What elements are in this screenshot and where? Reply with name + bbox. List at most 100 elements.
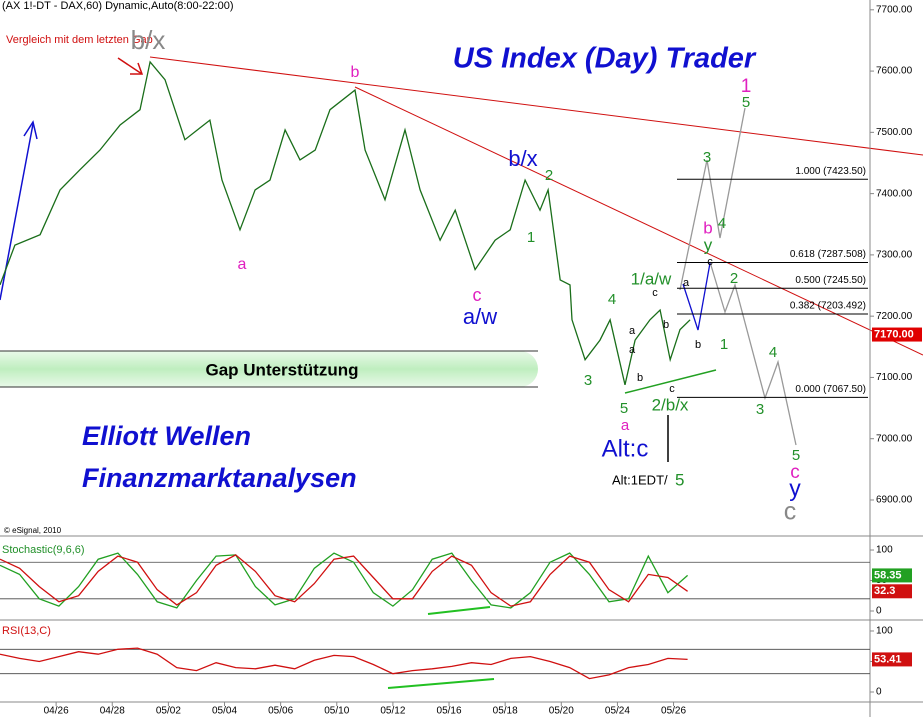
panel-title: Stochastic(9,6,6) <box>2 544 85 556</box>
wave-label: a <box>621 417 630 434</box>
x-tick-label: 04/26 <box>44 706 69 717</box>
wave-label: b <box>351 64 360 81</box>
x-tick-label: 05/12 <box>380 706 405 717</box>
y-tick-label: 6900.00 <box>876 495 913 506</box>
x-tick-label: 05/16 <box>437 706 462 717</box>
y-tick-label: 7000.00 <box>876 433 913 444</box>
fib-label: 0.000 (7067.50) <box>795 384 866 395</box>
wave-label: 4 <box>769 344 777 361</box>
wave-label: 1 <box>741 76 752 97</box>
y-tick-label: 7500.00 <box>876 127 913 138</box>
x-tick-label: 05/18 <box>493 706 518 717</box>
wave-label: 1 <box>720 336 728 353</box>
wave-label: 4 <box>608 291 616 308</box>
arrow-head <box>23 120 38 140</box>
wave-label: a/w <box>463 304 497 329</box>
x-tick-label: 05/24 <box>605 706 630 717</box>
arrow <box>117 57 143 75</box>
projection <box>709 261 797 446</box>
last-value-box <box>872 327 922 342</box>
wave-label: y <box>789 475 801 501</box>
series-line <box>0 554 688 607</box>
wave-label: c <box>790 462 800 483</box>
wave-label: c <box>473 285 482 305</box>
wave-label: y <box>704 235 713 254</box>
wave-label: c <box>784 498 797 526</box>
y-tick-label: 7700.00 <box>876 4 913 15</box>
chart-title: (AX 1!-DT - DAX,60) Dynamic,Auto(8:00-22… <box>2 0 234 12</box>
y-tick-label: 7600.00 <box>876 66 913 77</box>
wave-label: 4 <box>718 215 726 232</box>
wave-label: 5 <box>742 94 750 111</box>
trend-line <box>354 86 923 356</box>
y-tick-label: 7300.00 <box>876 250 913 261</box>
x-tick-label: 05/02 <box>156 706 181 717</box>
wave-label: b <box>663 319 669 331</box>
trend-line <box>149 56 923 156</box>
divergence-line <box>387 678 495 689</box>
panel-title: RSI(13,C) <box>2 625 51 637</box>
series-line <box>0 647 688 680</box>
wave-label: 5 <box>792 447 800 464</box>
x-tick-label: 05/06 <box>268 706 293 717</box>
brand-line: Finanzmarktanalysen <box>82 463 357 493</box>
fib-label: 0.618 (7287.508) <box>790 249 866 260</box>
last-value-label: 53.41 <box>874 653 902 665</box>
brand-line: Elliott Wellen <box>82 421 251 451</box>
wave-label: a <box>238 256 247 273</box>
note: Vergleich mit dem letzten Gap <box>6 34 153 46</box>
wave-label: 3 <box>584 372 592 389</box>
fib-label: 0.500 (7245.50) <box>795 275 866 286</box>
wave-label: c <box>652 287 658 299</box>
wave-label: 2 <box>545 167 553 184</box>
x-tick-label: 05/10 <box>324 706 349 717</box>
brand: US Index (Day) Trader <box>453 43 757 75</box>
y-tick-label: 7400.00 <box>876 188 913 199</box>
alt-label: Alt:1EDT/ <box>612 472 668 487</box>
wave-label: b <box>695 339 701 351</box>
y-tick-label: 0 <box>876 606 882 617</box>
y-tick-label: 100 <box>876 626 893 637</box>
wave-label: 5 <box>620 400 628 417</box>
wave-label: 2 <box>730 270 738 287</box>
wave-label: b/x <box>508 146 537 171</box>
wave-label: c <box>669 383 675 395</box>
wave-label: b/x <box>131 25 166 55</box>
wave-label: 1 <box>527 229 535 246</box>
fib-label: 1.000 (7423.50) <box>795 166 866 177</box>
wave-label: 3 <box>703 149 711 166</box>
gap-label: Gap Unterstützung <box>206 360 359 379</box>
projection <box>679 107 746 291</box>
divergence-line <box>427 606 491 615</box>
wave-label: a <box>629 344 636 356</box>
wave-label: 3 <box>756 401 764 418</box>
y-tick-label: 7200.00 <box>876 311 913 322</box>
wave-label: 2/b/x <box>652 395 689 414</box>
wave-label: b <box>637 372 643 384</box>
last-value-box <box>872 584 912 599</box>
projection <box>682 262 711 331</box>
arrow-head <box>130 62 144 75</box>
trend-line <box>624 369 717 394</box>
gap-band <box>0 351 538 387</box>
wave-label: c <box>707 256 713 268</box>
copyright: © eSignal, 2010 <box>4 526 62 535</box>
wave-label: a <box>683 277 690 289</box>
series-line <box>0 60 691 385</box>
x-tick-label: 04/28 <box>100 706 125 717</box>
last-value-label: 32.3 <box>874 585 895 597</box>
y-tick-label: 100 <box>876 545 893 556</box>
wave-label: Alt:c <box>602 435 649 462</box>
x-tick-label: 05/04 <box>212 706 237 717</box>
fib-label: 0.382 (7203.492) <box>790 301 866 312</box>
last-value-label: 58.35 <box>874 569 902 581</box>
y-tick-label: 0 <box>876 687 882 698</box>
last-value-box <box>872 652 912 667</box>
y-tick-label: 7100.00 <box>876 372 913 383</box>
last-value-label: 7170.00 <box>874 328 914 340</box>
x-tick-label: 05/20 <box>549 706 574 717</box>
wave-label: a <box>629 325 636 337</box>
wave-label: 1/a/w <box>631 269 672 288</box>
last-value-box <box>872 568 912 583</box>
